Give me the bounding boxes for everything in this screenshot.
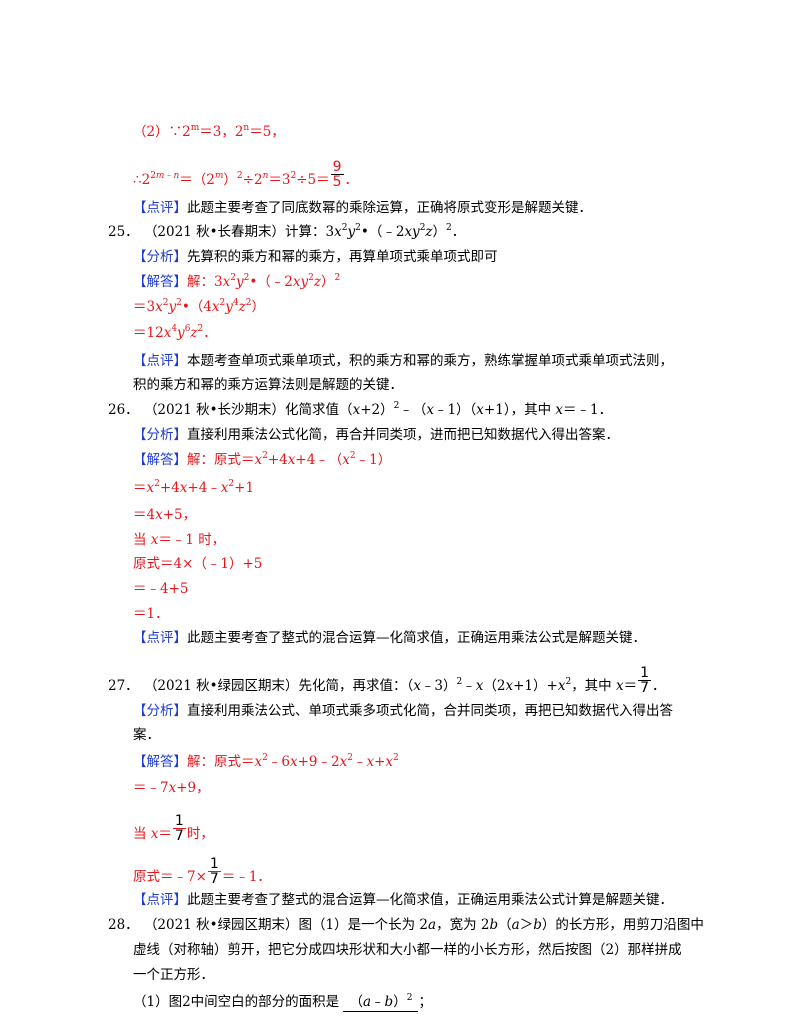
q25-comment-line-2: 积的乘方和幂的乘方运算法则是解题的关键． — [133, 377, 403, 393]
q26-answer-step-6: ＝﹣4+5 — [133, 581, 189, 597]
q26-comment: 【点评】此题主要考查了整式的混合运算—化简求值，正确运用乘法公式是解题关键． — [133, 630, 646, 646]
q26-analysis: 【分析】直接利用乘法公式化简，再合并同类项，进而把已知数据代入得出答案． — [133, 427, 619, 443]
q25-answer-step-1: 【解答】解：3x2y2•（﹣2xy2z）2 — [133, 273, 341, 291]
q26-answer-step-7: ＝1． — [133, 606, 169, 622]
q24-step-2: ∴22m﹣n＝（2m）2÷2n＝32÷5＝ 9 5 ． — [133, 159, 359, 190]
q26-question: 26． （2021 秋•长沙期末）化简求值（x+2）2﹣（x﹣1）（x+1），其中… — [108, 401, 613, 419]
q26-answer-step-2: ＝x2+4x+4﹣x2+1 — [133, 479, 255, 497]
q28-question-line-1: 28． （2021 秋•绿园区期末）图（1）是一个长为 2a，宽为 2b（a＞b）… — [108, 917, 704, 933]
q27-answer-step-3: 当 x＝ 1 7 时， — [133, 813, 214, 844]
q24-step-1: （2）∵2m＝3，2n＝5， — [133, 123, 285, 141]
q25-answer-step-2: ＝3x2y2•（4x2y4z2） — [133, 298, 265, 316]
q27-answer-step-2: ＝﹣7x+9， — [133, 780, 210, 796]
q25-comment-line-1: 【点评】本题考查单项式乘单项式，积的乘方和幂的乘方，熟练掌握单项式乘单项式法则， — [133, 353, 673, 369]
q26-answer-step-4: 当 x＝﹣1 时， — [133, 532, 226, 548]
q28-question-line-2: 虚线（对称轴）剪开，把它分成四块形状和大小都一样的小长方形，然后按图（2）那样拼… — [133, 942, 682, 958]
q27-question: 27． （2021 秋•绿园区期末）先化简，再求值：（x﹣3）2﹣x（2x+1）+… — [108, 665, 666, 696]
q28-answer-blank: （a﹣b）2 — [343, 993, 419, 1012]
q26-answer-step-3: ＝4x+5， — [133, 507, 197, 523]
q27-comment: 【点评】此题主要考查了整式的混合运算—化简求值，正确运用乘法公式计算是解题关键． — [133, 892, 673, 908]
q28-subquestion-1: （1）图2中间空白的部分的面积是 （a﹣b）2； — [133, 993, 432, 1012]
q28-question-line-3: 一个正方形． — [133, 967, 214, 983]
q27-answer-step-4: 原式＝﹣7× 1 7 ＝﹣1． — [133, 856, 271, 887]
q24-comment: 【点评】此题主要考查了同底数幂的乘除运算，正确将原式变形是解题关键． — [133, 200, 592, 216]
q26-answer-step-5: 原式＝4×（﹣1）+5 — [133, 556, 263, 572]
q27-answer-step-1: 【解答】解：原式＝x2﹣6x+9﹣2x2﹣x+x2 — [133, 753, 399, 771]
q26-answer-step-1: 【解答】解：原式＝x2+4x+4﹣（x2﹣1） — [133, 451, 392, 469]
q27-analysis-line-1: 【分析】直接利用乘法公式、单项式乘多项式化简，合并同类项，再把已知数据代入得出答 — [133, 703, 673, 719]
q25-analysis: 【分析】先算积的乘方和幂的乘方，再算单项式乘单项式即可 — [133, 249, 498, 265]
q25-question: 25． （2021 秋•长春期末）计算：3x2y2•（﹣2xy2z）2． — [108, 223, 466, 241]
q25-answer-step-3: ＝12x4y6z2． — [133, 324, 217, 342]
q27-analysis-line-2: 案． — [133, 727, 160, 743]
